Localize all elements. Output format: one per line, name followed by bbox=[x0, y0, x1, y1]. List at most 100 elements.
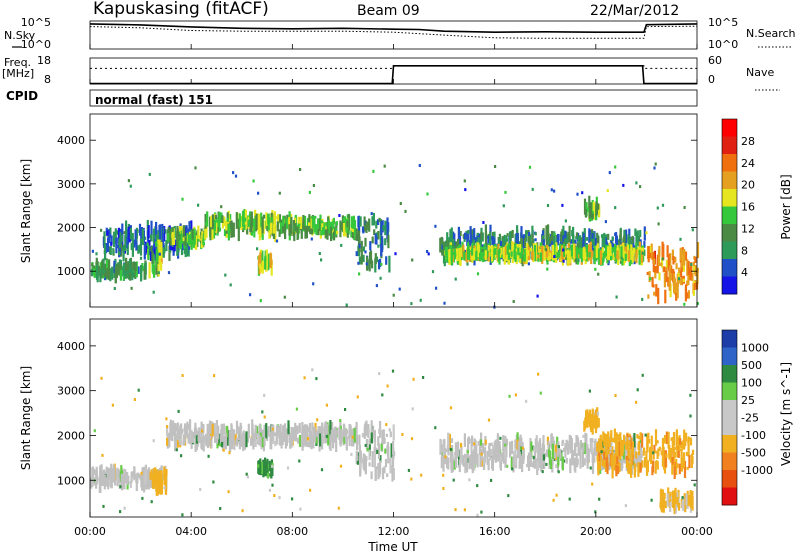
power-cell-115 bbox=[102, 267, 105, 274]
velocity-cell-1043 bbox=[499, 461, 502, 471]
velocity-cell-1590 bbox=[532, 456, 535, 460]
power-cell-1200 bbox=[502, 237, 506, 251]
power-cell-1649 bbox=[507, 252, 510, 260]
power-cell-1943 bbox=[443, 301, 446, 305]
power-cell-1007 bbox=[476, 234, 479, 242]
power-cell-92 bbox=[95, 265, 99, 280]
velocity-cell-1561 bbox=[490, 478, 493, 482]
velocity-colorbar-segment-5 bbox=[722, 417, 737, 436]
power-cell-1639 bbox=[454, 252, 457, 257]
power-cell-1243 bbox=[463, 237, 466, 242]
velocity-cell-1290 bbox=[656, 461, 659, 470]
velocity-cell-1380 bbox=[626, 433, 629, 438]
power-cell-1135 bbox=[579, 237, 582, 245]
power-cell-163 bbox=[133, 239, 136, 248]
velocity-cell-358 bbox=[258, 423, 261, 437]
power-cell-1713 bbox=[570, 244, 573, 257]
power-cell-1006 bbox=[473, 237, 477, 243]
velocity-cell-1092 bbox=[530, 441, 533, 457]
velocity-cell-1613 bbox=[93, 429, 96, 433]
power-cell-1000 bbox=[562, 225, 565, 243]
power-cell-582 bbox=[230, 222, 234, 238]
velocity-colorbar-tick-7: -1000 bbox=[741, 464, 773, 477]
velocity-cell-1317 bbox=[645, 465, 649, 476]
velocity-cell-1535 bbox=[487, 418, 491, 422]
power-cell-1183 bbox=[467, 230, 470, 234]
power-cell-842 bbox=[371, 216, 374, 226]
velocity-cell-1105 bbox=[458, 459, 461, 473]
power-cell-747 bbox=[342, 223, 346, 237]
power-cell-1947 bbox=[92, 265, 95, 269]
power-cell-1879 bbox=[648, 271, 651, 283]
velocity-cell-350 bbox=[279, 423, 282, 439]
power-cell-1948 bbox=[148, 172, 151, 176]
power-cell-1966 bbox=[116, 245, 119, 249]
velocity-cell-1553 bbox=[401, 433, 404, 436]
velocity-cell-952 bbox=[640, 452, 643, 459]
velocity-cell-75 bbox=[100, 464, 103, 481]
power-cell-1297 bbox=[477, 237, 480, 246]
velocity-cell-1598 bbox=[652, 451, 655, 455]
velocity-cell-396 bbox=[214, 433, 217, 441]
power-cell-289 bbox=[113, 234, 117, 238]
power-cell-1672 bbox=[473, 248, 476, 261]
velocity-cell-1545 bbox=[218, 443, 222, 447]
velocity-cell-1332 bbox=[598, 452, 601, 462]
velocity-ytick-label-0: 1000 bbox=[57, 474, 85, 487]
velocity-cell-487 bbox=[239, 422, 242, 436]
velocity-cell-618 bbox=[356, 435, 359, 451]
velocity-cell-1547 bbox=[422, 376, 425, 379]
velocity-cell-565 bbox=[197, 436, 200, 442]
velocity-cell-1608 bbox=[325, 434, 328, 438]
velocity-cell-305 bbox=[217, 425, 220, 440]
velocity-cell-1612 bbox=[468, 478, 471, 482]
velocity-cell-1403 bbox=[688, 455, 691, 469]
power-cell-1736 bbox=[641, 250, 644, 263]
velocity-cell-549 bbox=[307, 427, 310, 433]
velocity-cell-1098 bbox=[539, 456, 542, 463]
power-cell-1558 bbox=[549, 252, 552, 259]
power-cell-296 bbox=[149, 234, 152, 239]
power-cell-538 bbox=[204, 226, 207, 240]
power-cell-1900 bbox=[576, 192, 579, 196]
velocity-cell-1345 bbox=[655, 460, 658, 467]
velocity-cell-1497 bbox=[270, 464, 274, 468]
velocity-cell-1231 bbox=[654, 429, 658, 446]
velocity-colorbar-segment-0 bbox=[722, 330, 737, 348]
velocity-cell-1260 bbox=[627, 439, 630, 451]
velocity-cell-750 bbox=[466, 455, 469, 463]
power-cell-1987 bbox=[553, 233, 556, 236]
power-cell-803 bbox=[377, 231, 380, 240]
velocity-cell-1519 bbox=[212, 480, 215, 484]
power-cell-1259 bbox=[618, 240, 621, 244]
velocity-cell-540 bbox=[232, 429, 235, 436]
nsky-label: N.Sky bbox=[4, 29, 36, 42]
power-cell-723 bbox=[332, 217, 335, 225]
velocity-colorbar-segment-3 bbox=[722, 382, 737, 401]
velocity-cell-691 bbox=[165, 469, 168, 484]
velocity-cell-1485 bbox=[666, 493, 669, 507]
velocity-cell-1364 bbox=[616, 466, 620, 474]
power-cell-1898 bbox=[357, 261, 360, 265]
power-cell-1264 bbox=[489, 231, 492, 245]
power-cell-337 bbox=[160, 261, 163, 271]
power-cell-835 bbox=[378, 259, 381, 270]
power-cell-407 bbox=[184, 236, 187, 247]
velocity-cell-1171 bbox=[521, 455, 524, 473]
power-cell-2022 bbox=[398, 287, 401, 291]
velocity-cell-1455 bbox=[676, 492, 679, 501]
velocity-cell-1239 bbox=[663, 460, 667, 474]
power-cell-1860 bbox=[666, 245, 669, 258]
velocity-cell-1518 bbox=[273, 494, 276, 497]
velocity-cell-768 bbox=[492, 445, 495, 458]
velocity-cell-756 bbox=[447, 457, 450, 470]
power-cell-1707 bbox=[448, 251, 451, 262]
velocity-cell-1164 bbox=[582, 442, 585, 452]
power-cell-981 bbox=[441, 237, 444, 254]
velocity-cell-132 bbox=[135, 479, 138, 484]
xtick-label-3: 12:00 bbox=[378, 525, 410, 538]
velocity-cell-1280 bbox=[642, 450, 645, 456]
power-cell-1846 bbox=[667, 262, 670, 272]
power-cell-1743 bbox=[635, 249, 638, 264]
velocity-cell-384 bbox=[256, 426, 259, 439]
